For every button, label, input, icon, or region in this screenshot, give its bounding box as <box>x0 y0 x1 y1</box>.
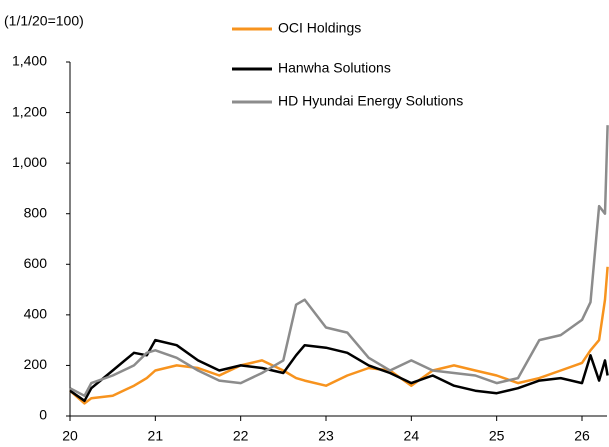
legend-label: OCI Holdings <box>278 20 361 36</box>
series-line <box>69 266 609 405</box>
x-tick-label: 26 <box>574 428 590 444</box>
x-tick-label: 24 <box>404 428 420 444</box>
x-tick-label: 23 <box>318 428 334 444</box>
series-line <box>69 125 609 398</box>
y-tick-label: 1,400 <box>12 53 47 69</box>
y-tick-label: 0 <box>39 407 47 423</box>
y-tick-label: 600 <box>24 255 48 271</box>
y-axis-label: (1/1/20=100) <box>4 13 84 29</box>
legend-label: HD Hyundai Energy Solutions <box>278 93 463 109</box>
series-line <box>69 338 609 403</box>
y-tick-label: 800 <box>24 204 48 220</box>
y-tick-label: 1,000 <box>12 154 47 170</box>
x-tick-label: 20 <box>62 428 78 444</box>
y-tick-label: 1,200 <box>12 103 47 119</box>
legend-label: Hanwha Solutions <box>278 60 391 76</box>
x-tick-label: 21 <box>148 428 164 444</box>
x-tick-label: 25 <box>489 428 505 444</box>
x-tick-label: 22 <box>233 428 249 444</box>
y-tick-label: 400 <box>24 306 48 322</box>
y-tick-label: 200 <box>24 356 48 372</box>
